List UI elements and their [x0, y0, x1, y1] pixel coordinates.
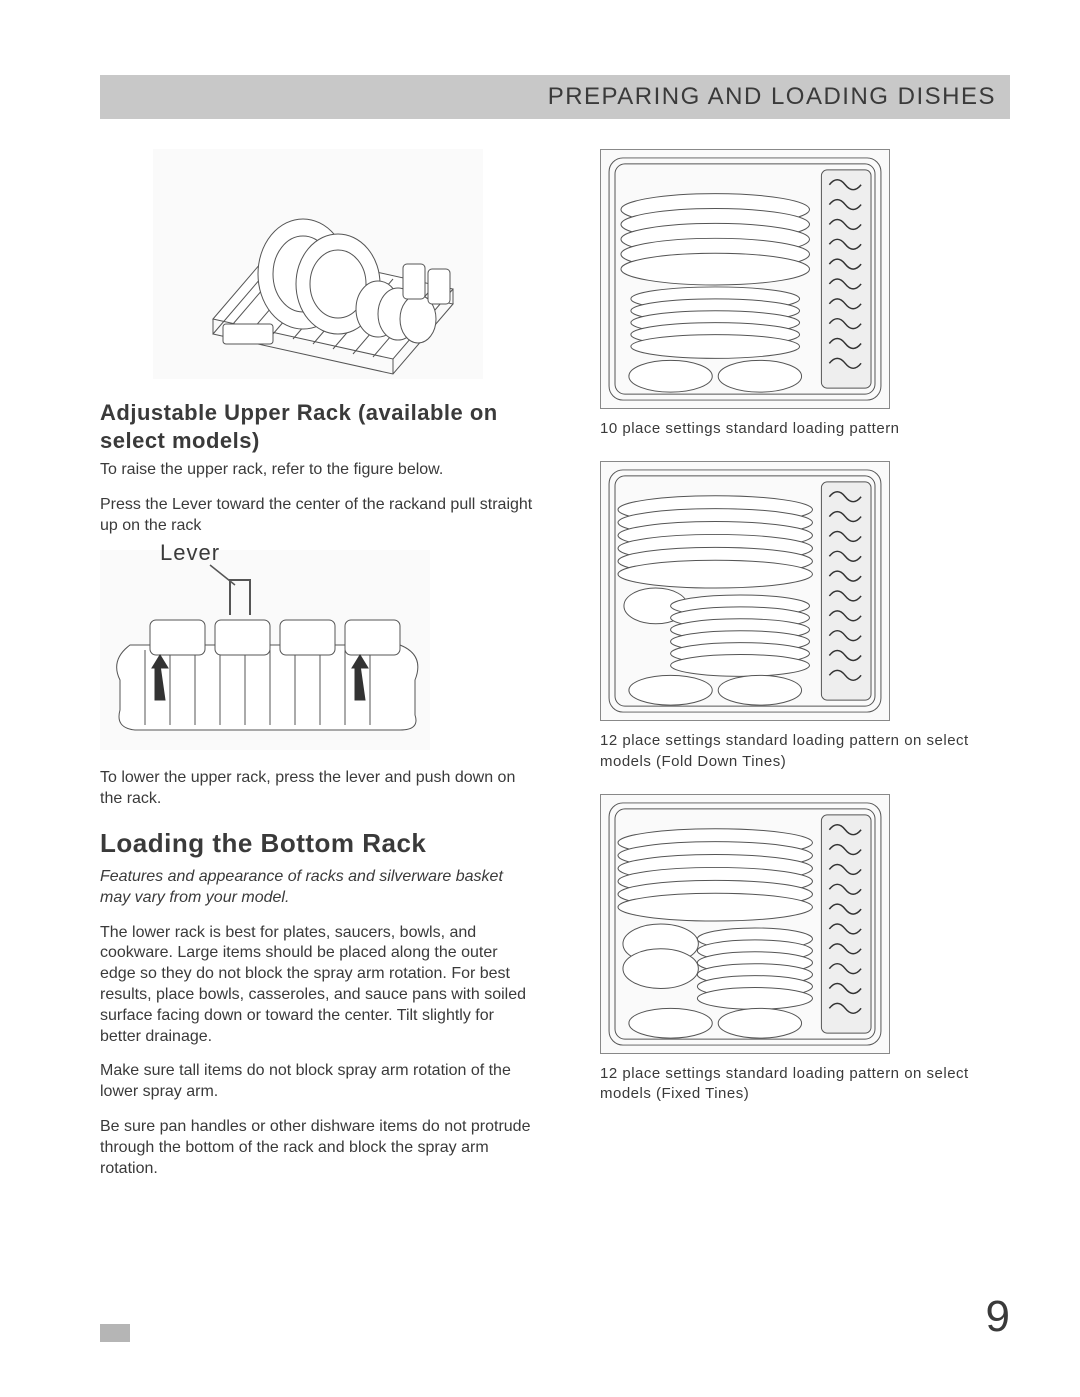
- upper-rack-isometric-figure: [153, 149, 483, 379]
- lower-rack-usage-text: The lower rack is best for plates, sauce…: [100, 923, 535, 1048]
- footer-tab: [100, 1324, 130, 1342]
- lower-rack-text: To lower the upper rack, press the lever…: [100, 768, 535, 810]
- features-note: Features and appearance of racks and sil…: [100, 867, 535, 909]
- left-column: Adjustable Upper Rack (available on sele…: [100, 149, 535, 1193]
- pan-handles-text: Be sure pan handles or other dishware it…: [100, 1117, 535, 1179]
- section-header-text: PREPARING AND LOADING DISHES: [548, 83, 996, 110]
- loading-bottom-rack-heading: Loading the Bottom Rack: [100, 828, 535, 859]
- loading-pattern-10-figure: [600, 149, 890, 409]
- lever-mechanism-figure: Lever: [100, 550, 430, 750]
- page-number: 9: [986, 1292, 1010, 1342]
- caption-12-folddown: 12 place settings standard loading patte…: [600, 731, 1010, 772]
- caption-12-fixed: 12 place settings standard loading patte…: [600, 1064, 1010, 1105]
- adjustable-rack-heading: Adjustable Upper Rack (available on sele…: [100, 399, 535, 454]
- loading-pattern-12-fixed-figure: [600, 794, 890, 1054]
- lever-label: Lever: [160, 540, 220, 566]
- section-header-bar: PREPARING AND LOADING DISHES: [100, 75, 1010, 119]
- two-column-layout: Adjustable Upper Rack (available on sele…: [100, 149, 1010, 1193]
- raise-rack-text: To raise the upper rack, refer to the fi…: [100, 460, 535, 481]
- caption-10-place: 10 place settings standard loading patte…: [600, 419, 1010, 439]
- tall-items-text: Make sure tall items do not block spray …: [100, 1061, 535, 1103]
- press-lever-text: Press the Lever toward the center of the…: [100, 495, 535, 537]
- loading-pattern-12-folddown-figure: [600, 461, 890, 721]
- right-column: 10 place settings standard loading patte…: [575, 149, 1010, 1193]
